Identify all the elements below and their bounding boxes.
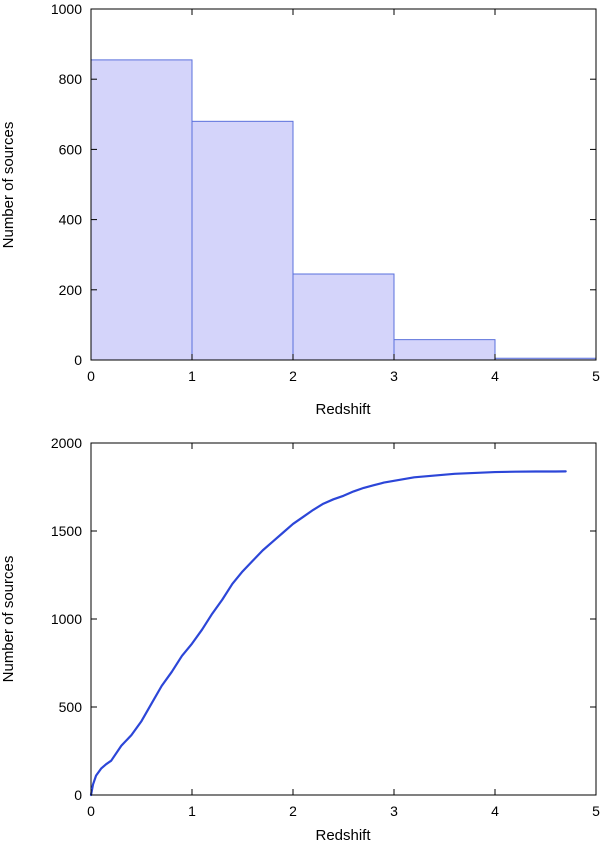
cumulative-x-axis-label: Redshift bbox=[315, 827, 371, 844]
cumulative-x-tick-label: 5 bbox=[592, 803, 600, 819]
histogram-x-tick-label: 5 bbox=[592, 368, 600, 384]
histogram-y-tick-label: 200 bbox=[59, 282, 83, 298]
histogram-bars bbox=[90, 59, 597, 361]
cumulative-y-tick-label: 500 bbox=[59, 699, 83, 715]
histogram-bar-3 bbox=[393, 339, 496, 361]
histogram-panel: 0 1 2 3 4 5 0 200 400 600 800 1000 Redshift Number… bbox=[0, 1, 600, 418]
cumulative-series-line-0 bbox=[89, 470, 567, 797]
histogram-y-tick-label: 400 bbox=[59, 212, 83, 228]
cumulative-x-tick-label: 2 bbox=[289, 803, 297, 819]
cumulative-x-tick-label: 3 bbox=[390, 803, 398, 819]
cumulative-panel: 0 1 2 3 4 5 0 500 1000 1500 2000 Redshift Number … bbox=[0, 435, 600, 844]
histogram-x-tick-label: 0 bbox=[87, 368, 95, 384]
cumulative-x-tick-label: 1 bbox=[188, 803, 196, 819]
cumulative-y-tick-label: 1000 bbox=[51, 611, 82, 627]
cumulative-y-tick-label: 1500 bbox=[51, 523, 82, 539]
histogram-x-tick-label: 2 bbox=[289, 368, 297, 384]
histogram-bar-2 bbox=[292, 273, 395, 361]
cumulative-x-ticks: 0 1 2 3 4 5 bbox=[87, 443, 600, 819]
histogram-bar-0 bbox=[90, 59, 193, 361]
histogram-y-tick-label: 1000 bbox=[51, 1, 82, 17]
histogram-x-axis-label: Redshift bbox=[315, 401, 371, 418]
cumulative-y-ticks: 0 500 1000 1500 2000 bbox=[51, 435, 596, 803]
histogram-plot-frame bbox=[90, 8, 597, 361]
histogram-y-axis-label: Number of sources bbox=[0, 122, 17, 249]
histogram-x-tick-label: 4 bbox=[491, 368, 499, 384]
histogram-x-tick-label: 3 bbox=[390, 368, 398, 384]
histogram-y-tick-label: 0 bbox=[74, 352, 82, 368]
cumulative-y-tick-label: 0 bbox=[74, 787, 82, 803]
histogram-y-tick-label: 600 bbox=[59, 141, 83, 157]
cumulative-series bbox=[89, 470, 567, 797]
cumulative-x-tick-label: 4 bbox=[491, 803, 499, 819]
histogram-bar-1 bbox=[191, 120, 294, 361]
histogram-y-ticks: 0 200 400 600 800 1000 bbox=[51, 1, 596, 368]
cumulative-x-tick-label: 0 bbox=[87, 803, 95, 819]
histogram-y-tick-label: 800 bbox=[59, 71, 83, 87]
cumulative-y-axis-label: Number of sources bbox=[0, 556, 17, 683]
histogram-x-tick-label: 1 bbox=[188, 368, 196, 384]
cumulative-y-tick-label: 2000 bbox=[51, 435, 82, 451]
